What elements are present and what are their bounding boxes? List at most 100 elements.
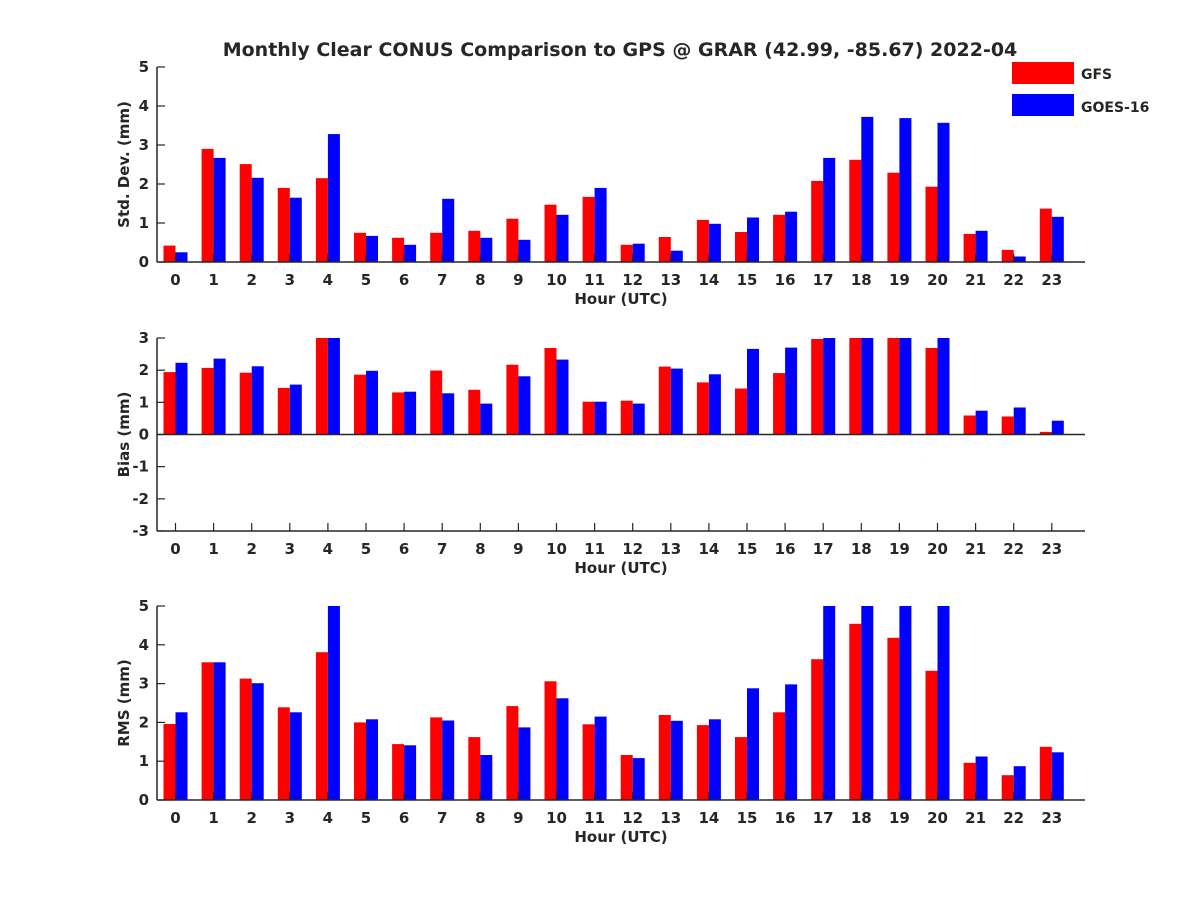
y-tick-label-stddev: 2 — [139, 175, 149, 193]
bar-rms-gfs-4 — [315, 652, 328, 800]
bar-bias-gfs-9 — [506, 364, 519, 435]
x-axis-label-stddev: Hour (UTC) — [574, 290, 667, 308]
bar-bias-goes16-21 — [975, 410, 988, 435]
y-axis-label-stddev: Std. Dev. (mm) — [115, 101, 133, 228]
bar-bias-gfs-15 — [735, 388, 747, 435]
x-tick-label-stddev: 21 — [965, 271, 986, 289]
x-tick-label-bias: 4 — [323, 540, 333, 558]
x-tick-label-bias: 12 — [622, 540, 643, 558]
x-tick-label-rms: 0 — [170, 809, 180, 827]
bar-rms-gfs-17 — [811, 659, 824, 800]
x-tick-label-bias: 0 — [170, 540, 180, 558]
y-tick-label-rms: 1 — [139, 752, 149, 770]
bar-stddev-gfs-0 — [163, 245, 176, 262]
bar-rms-gfs-19 — [887, 637, 900, 800]
x-tick-label-rms: 18 — [851, 809, 872, 827]
bar-stddev-goes16-4 — [327, 134, 340, 262]
bar-bias-gfs-20 — [925, 348, 938, 435]
bar-bias-goes16-7 — [442, 393, 455, 435]
bar-stddev-gfs-12 — [620, 244, 633, 262]
bar-stddev-goes16-3 — [289, 197, 302, 262]
bar-rms-gfs-6 — [392, 744, 405, 800]
x-tick-label-rms: 20 — [927, 809, 948, 827]
bar-rms-gfs-1 — [201, 662, 214, 800]
bar-stddev-goes16-9 — [518, 239, 531, 262]
bar-rms-gfs-14 — [696, 725, 709, 800]
x-tick-label-bias: 5 — [361, 540, 371, 558]
bar-rms-goes16-21 — [975, 756, 988, 800]
x-axis-label-rms: Hour (UTC) — [574, 828, 667, 846]
bar-bias-goes16-1 — [213, 358, 226, 435]
x-tick-label-rms: 2 — [246, 809, 256, 827]
bar-bias-gfs-8 — [468, 389, 481, 435]
bar-rms-gfs-23 — [1039, 746, 1052, 800]
legend-label-goes16: GOES-16 — [1081, 100, 1149, 116]
bar-rms-gfs-21 — [963, 762, 976, 800]
bar-rms-gfs-9 — [506, 706, 519, 800]
bar-rms-goes16-4 — [327, 606, 340, 800]
x-tick-label-rms: 7 — [437, 809, 447, 827]
bar-bias-goes16-6 — [404, 391, 417, 435]
x-tick-label-bias: 15 — [737, 540, 758, 558]
x-tick-label-bias: 1 — [208, 540, 218, 558]
bar-stddev-gfs-9 — [506, 218, 519, 262]
x-tick-label-rms: 3 — [285, 809, 295, 827]
bar-rms-goes16-16 — [785, 684, 798, 800]
x-tick-label-stddev: 17 — [813, 271, 834, 289]
x-tick-label-stddev: 10 — [546, 271, 567, 289]
bar-stddev-gfs-18 — [849, 159, 862, 262]
legend: GFS GOES-16 — [1012, 62, 1149, 116]
bar-bias-gfs-3 — [277, 387, 290, 435]
x-tick-label-stddev: 3 — [285, 271, 295, 289]
bar-rms-gfs-22 — [1001, 775, 1014, 800]
y-tick-label-bias: 3 — [139, 329, 149, 347]
x-tick-label-bias: 14 — [698, 540, 719, 558]
x-tick-label-stddev: 7 — [437, 271, 447, 289]
bar-bias-goes16-15 — [747, 348, 759, 435]
bar-stddev-goes16-2 — [251, 177, 264, 262]
y-tick-label-rms: 5 — [139, 597, 149, 615]
x-tick-label-stddev: 12 — [622, 271, 643, 289]
bar-stddev-gfs-1 — [201, 148, 214, 262]
bar-stddev-goes16-0 — [175, 252, 188, 263]
bar-rms-goes16-13 — [670, 720, 683, 800]
x-tick-label-bias: 21 — [965, 540, 986, 558]
x-tick-label-stddev: 22 — [1003, 271, 1024, 289]
bar-rms-goes16-23 — [1051, 752, 1064, 800]
x-axis-label-bias: Hour (UTC) — [574, 559, 667, 577]
x-tick-label-stddev: 11 — [584, 271, 605, 289]
bar-stddev-goes16-23 — [1051, 216, 1064, 262]
bar-rms-gfs-16 — [773, 712, 786, 800]
bar-stddev-goes16-7 — [442, 198, 455, 262]
bar-rms-goes16-7 — [442, 720, 455, 800]
bar-bias-goes16-14 — [708, 374, 721, 435]
bar-rms-gfs-7 — [430, 717, 443, 800]
bar-rms-goes16-2 — [251, 683, 264, 800]
y-tick-label-stddev: 3 — [139, 136, 149, 154]
x-tick-label-stddev: 20 — [927, 271, 948, 289]
x-tick-label-stddev: 6 — [399, 271, 409, 289]
bar-rms-gfs-3 — [277, 707, 290, 800]
legend-swatch-goes16 — [1012, 94, 1074, 116]
bar-bias-gfs-11 — [582, 401, 595, 435]
bar-stddev-goes16-13 — [670, 250, 683, 262]
x-tick-label-rms: 17 — [813, 809, 834, 827]
bar-stddev-goes16-10 — [556, 214, 569, 262]
x-tick-label-rms: 9 — [513, 809, 523, 827]
x-tick-label-rms: 15 — [737, 809, 758, 827]
y-tick-label-bias: -2 — [132, 490, 149, 508]
bar-stddev-goes16-22 — [1013, 256, 1026, 262]
x-tick-label-bias: 20 — [927, 540, 948, 558]
bar-bias-goes16-22 — [1013, 407, 1026, 435]
x-tick-label-rms: 22 — [1003, 809, 1024, 827]
bar-stddev-gfs-15 — [735, 232, 747, 262]
bar-bias-goes16-8 — [480, 403, 493, 435]
x-tick-label-rms: 4 — [323, 809, 333, 827]
y-tick-label-rms: 2 — [139, 713, 149, 731]
bar-bias-goes16-19 — [899, 338, 912, 435]
bar-bias-goes16-4 — [327, 338, 340, 435]
bar-bias-gfs-13 — [658, 366, 671, 435]
bar-rms-gfs-2 — [239, 678, 252, 800]
